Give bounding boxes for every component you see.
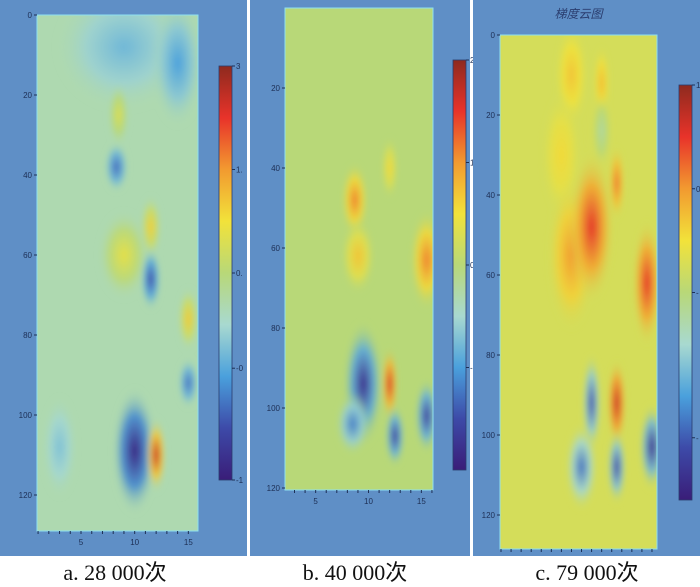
y-tick-label: 60 [486, 271, 495, 280]
heatmap-feature [178, 287, 198, 351]
y-tick-label: 20 [23, 91, 32, 100]
heatmap-feature [569, 150, 615, 304]
panel-caption: b. 40 000次 [303, 560, 408, 585]
colorbar-tick-label: 2 [470, 56, 475, 65]
y-tick-label: 100 [482, 431, 496, 440]
x-tick-label: 15 [417, 497, 426, 506]
heatmap-feature [145, 416, 167, 494]
plot-border [36, 14, 199, 532]
heatmap-feature [414, 377, 433, 455]
y-tick-label: 120 [267, 484, 281, 493]
colorbar-tick-label: -1 [236, 476, 244, 485]
heatmap-feature [632, 219, 657, 347]
heatmap-feature [381, 136, 399, 200]
y-tick-label: 80 [271, 324, 280, 333]
heatmap-plot-area [500, 35, 657, 549]
heatmap-plot-area [37, 15, 198, 531]
colorbar-tick-label: 0 [470, 261, 475, 270]
y-tick-label: 20 [486, 111, 495, 120]
y-tick-label: 20 [271, 84, 280, 93]
colorbar-tick-label: 3 [236, 62, 241, 71]
heatmap-feature [104, 141, 129, 193]
heatmap-feature [341, 217, 375, 295]
y-tick-label: 80 [486, 351, 495, 360]
y-tick-label: 40 [23, 171, 32, 180]
heatmap-feature [639, 402, 657, 492]
y-tick-label: 100 [267, 404, 281, 413]
y-tick-label: 40 [271, 164, 280, 173]
colorbar-tick-label: 0. [236, 269, 243, 278]
y-tick-label: 80 [23, 331, 32, 340]
colorbar-tick-label: - [696, 434, 699, 443]
y-tick-label: 120 [19, 491, 33, 500]
colorbar-tick-label: 0 [696, 185, 700, 194]
colorbar-tick-label: 1 [696, 81, 700, 90]
panel-caption: c. 79 000次 [535, 560, 638, 585]
x-tick-label: 15 [184, 538, 193, 547]
colorbar [678, 84, 693, 501]
colorbar-tick-label: -0 [236, 364, 244, 373]
heatmap-feature [409, 208, 433, 312]
colorbar-tick-label: 1 [470, 159, 475, 168]
panel-a: 0 20 40 60 80 100 120 5 10 15 3 1. 0. -0 -1 a. 28 000次 [0, 0, 247, 585]
colorbar [452, 59, 467, 471]
colorbar-tick-label: 1. [236, 166, 243, 175]
heatmap-feature [151, 15, 198, 127]
panel-caption: a. 28 000次 [63, 560, 166, 585]
heatmap-feature [607, 358, 627, 448]
y-tick-label: 100 [19, 411, 33, 420]
heatmap-feature [335, 392, 370, 456]
x-tick-label: 10 [130, 538, 139, 547]
chart-title: 梯度云图 [554, 7, 604, 21]
heatmap-feature [42, 395, 77, 499]
heatmap-feature [98, 210, 150, 300]
heatmap-feature [565, 422, 598, 512]
heatmap-feature [112, 387, 157, 515]
x-tick-label: 10 [364, 497, 373, 506]
heatmap-feature [108, 83, 129, 147]
y-tick-label: 60 [271, 244, 280, 253]
y-tick-label: 60 [23, 251, 32, 260]
plot-border [284, 7, 434, 491]
heatmap-feature [381, 345, 399, 423]
colorbar-tick-label: - [696, 289, 699, 298]
heatmap-feature [607, 428, 627, 506]
heatmap-feature [384, 404, 406, 468]
heatmap-plot-area [285, 8, 433, 490]
heatmap-feature [140, 247, 162, 311]
heatmap-feature [591, 92, 612, 170]
y-tick-label: 0 [491, 31, 496, 40]
heatmap-feature [178, 357, 198, 409]
x-tick-label: 5 [79, 538, 84, 547]
y-tick-label: 120 [482, 511, 496, 520]
x-tick-label: 5 [313, 497, 318, 506]
colorbar [218, 65, 233, 481]
y-tick-label: 0 [28, 11, 33, 20]
y-tick-label: 40 [486, 191, 495, 200]
plot-border [499, 34, 658, 550]
